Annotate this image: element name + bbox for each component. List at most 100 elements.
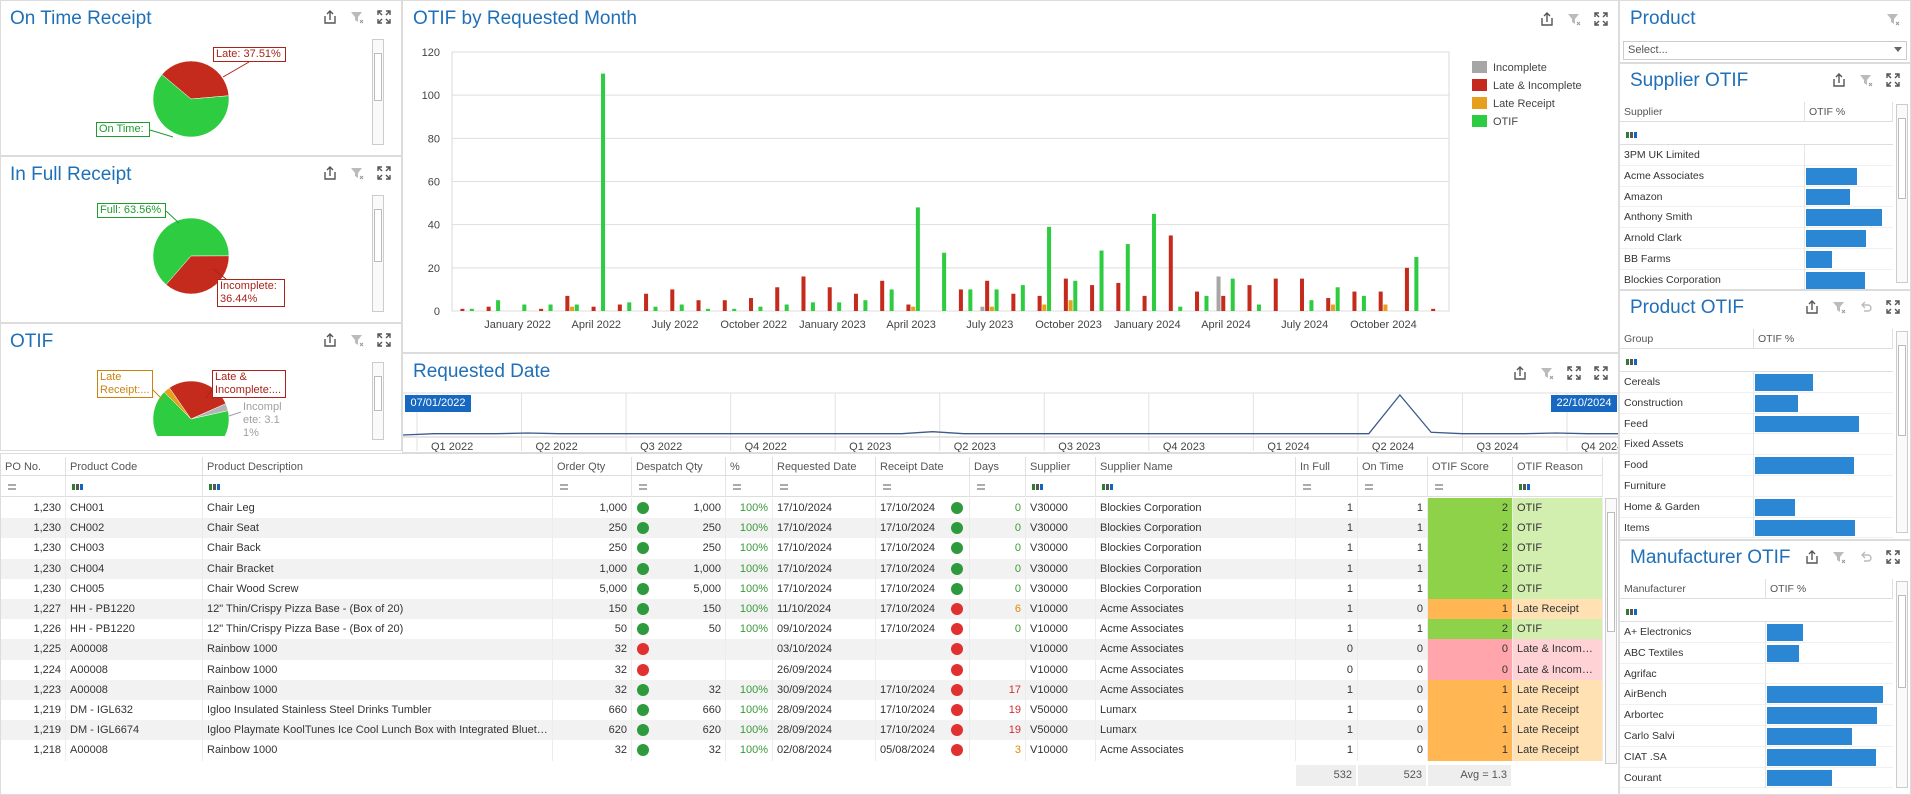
icon-expand[interactable] — [377, 333, 392, 348]
table-cell: 32 — [632, 740, 726, 761]
icon-export[interactable] — [1805, 550, 1820, 565]
list-row[interactable] — [1620, 145, 1893, 166]
icon-filter[interactable] — [1859, 73, 1874, 88]
column-header[interactable]: Product Code — [66, 457, 203, 476]
icon-export[interactable] — [1513, 366, 1528, 381]
bar — [653, 306, 658, 311]
table-cell: 1 — [1358, 558, 1428, 579]
table-cell: CH003 — [66, 538, 203, 559]
list-row[interactable] — [1620, 643, 1893, 664]
table-cell: Lumarx — [1096, 700, 1296, 721]
bar — [722, 300, 727, 311]
filter-glyph-part — [1630, 609, 1633, 615]
list-row[interactable] — [1620, 664, 1893, 685]
list-row[interactable] — [1620, 228, 1893, 249]
column-header[interactable]: On Time — [1358, 457, 1428, 476]
column-header[interactable]: % — [726, 457, 773, 476]
list-row[interactable] — [1620, 414, 1893, 435]
list-row[interactable] — [1620, 207, 1893, 229]
icon-filter[interactable] — [350, 333, 365, 348]
bar — [486, 306, 491, 311]
list-row[interactable] — [1620, 393, 1893, 414]
list-label: Carlo Salvi — [1620, 726, 1766, 747]
column-header[interactable]: Despatch Qty — [632, 457, 726, 476]
icon-filter[interactable] — [1540, 366, 1555, 381]
column-header[interactable]: OTIF Reason — [1513, 457, 1603, 476]
column-header[interactable]: In Full — [1296, 457, 1358, 476]
table-row — [1, 578, 1603, 599]
table-cell: V30000 — [1026, 498, 1096, 519]
icon-expand[interactable] — [1594, 366, 1609, 381]
column-header[interactable]: Requested Date — [773, 457, 876, 476]
list-row[interactable] — [1620, 622, 1893, 643]
select-box[interactable]: Select... — [1623, 41, 1907, 60]
table-cell: 100% — [726, 679, 773, 700]
filter-cell — [1096, 476, 1296, 497]
bar — [1230, 278, 1235, 311]
icon-filter[interactable] — [1567, 12, 1582, 27]
icon-filter[interactable] — [350, 10, 365, 25]
bar — [915, 207, 920, 311]
list-row[interactable] — [1620, 476, 1893, 497]
icon-expand[interactable] — [1594, 12, 1609, 27]
table-cell: Acme Associates — [1096, 599, 1296, 620]
range-badge[interactable]: 07/01/2022 — [405, 395, 471, 412]
column-header[interactable]: Receipt Date — [876, 457, 970, 476]
icon-export[interactable] — [1805, 300, 1820, 315]
icon-filter[interactable] — [1832, 550, 1847, 565]
icon-filter[interactable] — [1832, 300, 1847, 315]
list-row[interactable] — [1620, 684, 1893, 706]
icon-expand[interactable] — [1886, 550, 1901, 565]
icon-expand[interactable] — [1886, 73, 1901, 88]
y-tick-label: 40 — [428, 220, 440, 232]
list-row[interactable] — [1620, 166, 1893, 187]
list-row[interactable] — [1620, 768, 1893, 789]
icon-expand[interactable] — [377, 166, 392, 181]
icon-export[interactable] — [323, 333, 338, 348]
filter-cell — [632, 476, 726, 497]
panel-title: Supplier OTIF — [1630, 70, 1749, 91]
list-row[interactable] — [1620, 747, 1893, 768]
column-header[interactable]: Product Description — [203, 457, 553, 476]
icon-undo[interactable] — [1859, 300, 1874, 315]
icon-export[interactable] — [323, 10, 338, 25]
column-header[interactable]: Days — [970, 457, 1026, 476]
list-row[interactable] — [1620, 726, 1893, 747]
column-header[interactable]: Supplier — [1026, 457, 1096, 476]
icon-undo[interactable] — [1859, 550, 1874, 565]
pie-chart — [152, 380, 242, 436]
x-tick-label: October 2022 — [720, 319, 787, 331]
list-row[interactable] — [1620, 434, 1893, 456]
icon-expand[interactable] — [1567, 366, 1582, 381]
column-header[interactable]: Supplier Name — [1096, 457, 1296, 476]
total-cell: Avg = 1.3 — [1428, 765, 1511, 786]
icon-export[interactable] — [323, 166, 338, 181]
table-cell: 1,230 — [1, 518, 66, 539]
otif-bar — [1806, 167, 1858, 185]
list-row[interactable] — [1620, 372, 1893, 393]
column-header[interactable]: PO No. — [1, 457, 66, 476]
icon-expand[interactable] — [1886, 300, 1901, 315]
list-row[interactable] — [1620, 249, 1893, 270]
bar — [1116, 282, 1121, 311]
list-row[interactable] — [1620, 705, 1893, 726]
icon-export[interactable] — [1540, 12, 1555, 27]
icon-filter[interactable] — [350, 166, 365, 181]
column-header[interactable]: Order Qty — [553, 457, 632, 476]
list-panel: Supplier OTIF Supplier OTIF % 3PM UK Limite… — [1619, 63, 1911, 290]
range-badge[interactable]: 22/10/2024 — [1551, 395, 1617, 412]
icon-part — [1541, 368, 1552, 378]
otif-bar — [1767, 686, 1883, 704]
column-header[interactable]: OTIF Score — [1428, 457, 1513, 476]
filter-row — [1620, 601, 1893, 622]
list-row[interactable] — [1620, 455, 1893, 476]
list-row[interactable] — [1620, 187, 1893, 208]
table-cell: 0 — [970, 619, 1026, 640]
bar — [980, 306, 985, 311]
list-row[interactable] — [1620, 518, 1893, 539]
bar — [1299, 278, 1304, 311]
icon-filter[interactable] — [1886, 12, 1901, 27]
icon-expand[interactable] — [377, 10, 392, 25]
icon-export[interactable] — [1832, 73, 1847, 88]
list-row[interactable] — [1620, 497, 1893, 518]
